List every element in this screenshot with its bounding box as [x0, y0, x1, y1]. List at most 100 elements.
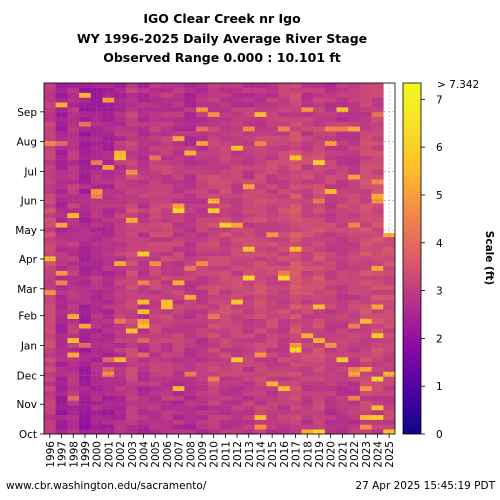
x-tick-label: 2022: [349, 441, 361, 468]
heatmap-cell: [348, 424, 361, 430]
x-tick-label: 2013: [244, 441, 256, 468]
heatmap-cell: [336, 227, 349, 233]
heatmap-cell: [196, 155, 209, 161]
heatmap-cell: [266, 294, 279, 300]
heatmap-cell: [324, 155, 337, 161]
heatmap-cell: [114, 352, 127, 358]
heatmap-cell: [44, 318, 56, 324]
heatmap-cell: [207, 352, 220, 358]
y-tick-label: Mar: [17, 284, 37, 296]
heatmap-cell: [90, 159, 103, 166]
x-tick-label: 2019: [314, 441, 326, 468]
colorbar-tick-label: 3: [436, 286, 443, 298]
heatmap-cell: [242, 107, 255, 113]
heatmap-cell: [348, 251, 361, 257]
heatmap-cell: [161, 424, 173, 430]
heatmap-cell: [79, 183, 92, 190]
heatmap-cell: [55, 280, 68, 286]
heatmap-cell: [79, 270, 92, 276]
heatmap-cell: [149, 251, 162, 257]
heatmap-cell: [184, 251, 197, 257]
x-tick-label: 1998: [68, 441, 80, 468]
heatmap-cell: [289, 232, 302, 238]
heatmap-cell: [313, 424, 326, 430]
heatmap-cell: [266, 275, 279, 281]
heatmap-cell: [79, 342, 92, 348]
heatmap-cell: [254, 131, 267, 137]
heatmap-cell: [242, 352, 255, 358]
heatmap-cell: [231, 232, 244, 238]
heatmap-cell: [242, 232, 255, 238]
heatmap-cell: [254, 107, 267, 113]
heatmap-cell: [102, 227, 115, 233]
heatmap-cell: [90, 304, 103, 310]
heatmap-cell: [289, 208, 302, 214]
heatmap-cell: [149, 294, 162, 300]
heatmap-cell: [55, 83, 68, 89]
heatmap-cell: [324, 270, 337, 276]
heatmap-cell: [90, 342, 103, 348]
heatmap-cell: [371, 318, 384, 324]
heatmap-cell: [301, 251, 314, 257]
heatmap-cell: [90, 183, 103, 190]
heatmap-cell: [324, 135, 337, 141]
heatmap-cell: [79, 256, 92, 262]
heatmap-cell: [336, 328, 349, 334]
heatmap-cell: [114, 256, 127, 262]
heatmap-cell: [324, 246, 337, 252]
heatmap-cell: [207, 159, 220, 166]
heatmap-cell: [289, 280, 302, 286]
heatmap-cell: [219, 304, 232, 310]
heatmap-cell: [125, 328, 138, 334]
heatmap-cell: [67, 304, 80, 310]
heatmap-cell: [313, 87, 326, 93]
heatmap-cell: [266, 395, 279, 401]
heatmap-cell: [184, 352, 197, 358]
y-tick-label: Oct: [19, 429, 37, 441]
heatmap-cell: [79, 275, 92, 281]
heatmap-cell: [102, 280, 115, 286]
heatmap-cell: [67, 328, 80, 334]
heatmap-cell: [55, 342, 68, 348]
heatmap-cell: [278, 347, 290, 353]
heatmap-cell: [383, 328, 396, 334]
heatmap-cell: [44, 366, 56, 372]
heatmap-cell: [313, 179, 326, 185]
heatmap-cell: [371, 366, 384, 372]
heatmap-cell: [289, 395, 302, 401]
heatmap-cell: [114, 203, 127, 209]
heatmap-cell: [67, 323, 80, 329]
heatmap-cell: [324, 347, 337, 353]
heatmap-cell: [231, 424, 244, 430]
heatmap-cell: [102, 395, 115, 401]
heatmap-cell: [102, 275, 115, 281]
heatmap-cell: [231, 280, 244, 286]
heatmap-cell: [242, 135, 255, 141]
heatmap-cell: [67, 256, 80, 262]
heatmap-cell: [114, 183, 127, 190]
heatmap-cell: [266, 390, 279, 396]
heatmap-cell: [79, 347, 92, 353]
heatmap-cell: [254, 203, 267, 209]
colorbar-tick-label: 2: [436, 333, 443, 345]
heatmap-cell: [79, 246, 92, 252]
heatmap-cell: [114, 328, 127, 334]
heatmap-cell: [137, 318, 150, 324]
heatmap-cell: [67, 135, 80, 141]
heatmap-cell: [90, 390, 103, 396]
heatmap-cell: [383, 424, 396, 430]
heatmap-cell: [383, 323, 396, 329]
heatmap-cell: [55, 299, 68, 305]
heatmap-cell: [278, 251, 290, 257]
heatmap-cell: [44, 275, 56, 281]
heatmap-cell: [90, 107, 103, 113]
heatmap-cell: [301, 323, 314, 329]
heatmap-cell: [324, 232, 337, 238]
heatmap-cell: [90, 299, 103, 305]
heatmap-cell: [90, 135, 103, 141]
heatmap-cell: [137, 328, 150, 334]
heatmap-cell: [278, 424, 290, 430]
heatmap-cell: [336, 318, 349, 324]
heatmap-cell: [266, 318, 279, 324]
heatmap-cell: [266, 83, 279, 89]
